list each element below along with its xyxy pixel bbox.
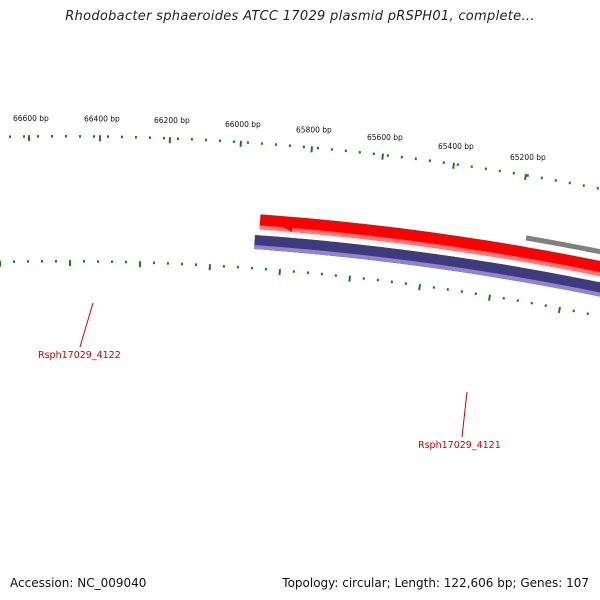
scale-tick-major [381, 153, 384, 160]
scale-label: 66000 bp [225, 120, 261, 129]
gene-label-leader [79, 302, 94, 348]
inner-tick-major [418, 284, 421, 291]
gene-label: Rsph17029_4122 [38, 350, 121, 361]
scale-label: 65600 bp [367, 133, 403, 142]
inner-tick-major [348, 275, 351, 282]
genome-summary: Topology: circular; Length: 122,606 bp; … [282, 576, 589, 590]
gene-forward-right-highlight [290, 227, 600, 277]
gene-Rsph17029_4121-highlight [268, 246, 600, 297]
scale-label: 66200 bp [154, 116, 190, 125]
accession-label: Accession: NC_009040 [10, 576, 147, 590]
scale-tick-major [524, 173, 527, 181]
scale-label: 66600 bp [13, 114, 49, 123]
gene-label-leader [461, 391, 468, 438]
scale-tick-major [452, 162, 455, 169]
gene-label: Rsph17029_4121 [418, 440, 501, 451]
scale-label: 65800 bp [296, 125, 332, 134]
scale-label: 65400 bp [438, 142, 474, 151]
scale-label: 66400 bp [84, 114, 120, 123]
scale-label: 65200 bp [510, 153, 546, 162]
gene-forward-arrowhead [275, 216, 294, 232]
inner-tick-major [557, 306, 561, 314]
scale-tick-major [310, 146, 313, 153]
inner-tick-major [488, 294, 491, 301]
map-title: Rhodobacter sphaeroides ATCC 17029 plasm… [65, 9, 535, 24]
